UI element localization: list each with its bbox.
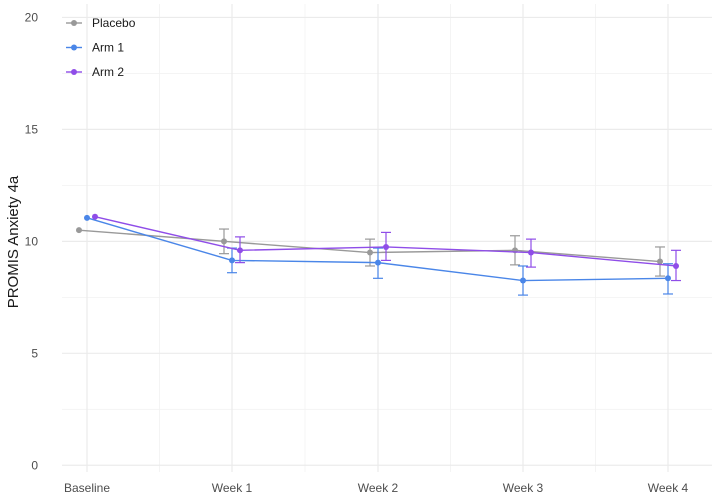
legend: Placebo Arm 1 Arm 2 <box>66 16 136 79</box>
x-tick-label: Week 3 <box>503 481 544 495</box>
series-placebo <box>76 227 665 277</box>
data-point <box>76 227 82 234</box>
legend-item: Arm 1 <box>66 41 124 55</box>
y-axis-title: PROMIS Anxiety 4a <box>5 175 22 308</box>
series-arm-1 <box>84 214 673 296</box>
data-point <box>84 214 90 221</box>
legend-key-point <box>71 69 77 75</box>
legend-key-point <box>71 20 77 26</box>
y-tick-label: 10 <box>25 234 39 248</box>
x-tick-label: Baseline <box>64 481 110 495</box>
y-tick-label: 5 <box>31 346 38 360</box>
data-point <box>375 259 381 266</box>
data-point <box>520 277 526 284</box>
data-point <box>92 213 98 220</box>
series-arm-2 <box>92 213 681 282</box>
data-point <box>367 249 373 256</box>
legend-item: Placebo <box>66 16 136 30</box>
y-tick-label: 15 <box>25 122 39 136</box>
data-point <box>528 249 534 256</box>
legend-key-point <box>71 44 77 51</box>
data-point <box>221 238 227 245</box>
y-tick-label: 0 <box>31 458 38 472</box>
x-tick-label: Week 2 <box>358 481 399 495</box>
data-point <box>665 275 671 282</box>
data-point <box>383 243 389 250</box>
x-tick-label: Week 1 <box>212 481 253 495</box>
x-tick-label: Week 4 <box>648 481 689 495</box>
data-point <box>237 247 243 254</box>
grid <box>62 4 712 472</box>
data-point <box>673 262 679 269</box>
legend-item: Arm 2 <box>66 65 124 79</box>
legend-label: Placebo <box>92 16 136 30</box>
legend-label: Arm 2 <box>92 65 124 79</box>
series-group <box>76 213 681 296</box>
x-axis-ticks: Baseline Week 1 Week 2 Week 3 Week 4 <box>64 481 689 495</box>
data-point <box>229 257 235 264</box>
legend-label: Arm 1 <box>92 41 124 55</box>
y-axis-ticks: 0 5 10 15 20 <box>25 10 39 472</box>
data-point <box>657 258 663 265</box>
y-tick-label: 20 <box>25 10 39 24</box>
